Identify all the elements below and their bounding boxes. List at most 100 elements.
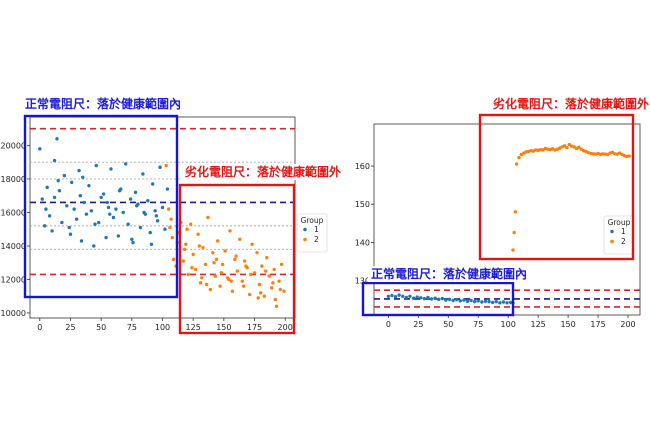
- right-point-group2-50: [627, 154, 631, 158]
- right-point-group1-23: [469, 298, 473, 303]
- left-legend-box: [296, 213, 328, 253]
- left-axes-frame: [29, 116, 296, 319]
- left-ytick-label-4: 18000: [1, 175, 26, 184]
- right-axes-frame: [373, 123, 641, 316]
- left-point-group1-11: [65, 204, 69, 208]
- left-point-group1-25: [99, 195, 103, 200]
- left-point-group2-34: [247, 292, 252, 297]
- left-ytick-label-1: 12000: [1, 275, 26, 284]
- left-point-group2-43: [269, 286, 274, 290]
- left-point-group1-19: [84, 212, 89, 216]
- left-point-group2-66: [185, 227, 189, 231]
- left-xtick-label-7: 175: [247, 323, 262, 332]
- left-point-group2-30: [238, 237, 242, 241]
- right-ytick-label-3: 160: [355, 162, 370, 171]
- highlight-box-degraded-right: [478, 113, 635, 261]
- left-point-group1-39: [133, 190, 138, 195]
- left-point-group1-45: [148, 230, 152, 235]
- right-point-group1-12: [429, 297, 434, 301]
- right-point-group2-0: [511, 248, 515, 252]
- left-point-group1-23: [94, 163, 98, 168]
- left-point-group1-49: [158, 165, 162, 169]
- right-point-group1-26: [480, 300, 484, 304]
- left-point-group2-22: [218, 284, 222, 288]
- left-point-group2-2: [169, 217, 173, 221]
- right-point-group1-7: [411, 296, 416, 300]
- left-point-group1-63: [52, 158, 57, 163]
- left-point-group2-51: [182, 247, 187, 252]
- left-point-group1-32: [116, 234, 121, 238]
- left-point-group2-48: [282, 289, 286, 293]
- right-point-group1-28: [487, 299, 491, 304]
- right-point-group2-29: [577, 145, 581, 150]
- left-point-group1-29: [109, 167, 113, 171]
- left-point-group2-65: [170, 235, 175, 240]
- left-legend-marker-1: [303, 227, 307, 232]
- left-point-group2-47: [279, 262, 284, 267]
- left-point-group1-16: [77, 168, 81, 173]
- left-xtick-label-2: 50: [96, 323, 106, 332]
- left-point-group2-69: [229, 279, 233, 283]
- left-point-group1-67: [149, 242, 154, 246]
- right-point-group2-4: [517, 155, 521, 160]
- right-point-group1-29: [490, 300, 495, 305]
- left-point-group2-59: [241, 284, 246, 288]
- left-ytick-label-2: 14000: [1, 242, 26, 251]
- left-point-group2-46: [277, 279, 281, 283]
- left-point-group1-37: [128, 197, 133, 201]
- annotation-normal-right: 正常電阻尺：落於健康範圍內: [368, 266, 531, 282]
- left-point-group1-59: [117, 189, 122, 193]
- left-point-group1-3: [45, 185, 49, 190]
- chart-right: 0 25 50 75 100 125 150 175 200 130 140 150 160 Group1…: [355, 123, 641, 329]
- left-point-group1-52: [165, 187, 170, 191]
- left-point-group2-55: [212, 261, 216, 265]
- left-point-group1-35: [123, 162, 128, 166]
- left-point-group2-15: [201, 245, 205, 250]
- right-point-group1-2: [393, 294, 398, 299]
- left-point-group1-60: [130, 237, 134, 241]
- left-point-group2-21: [216, 239, 220, 243]
- left-point-group1-27: [104, 235, 108, 240]
- right-point-group1-11: [426, 295, 430, 300]
- highlight-boxes: [23, 113, 635, 335]
- right-point-group1-3: [397, 293, 401, 297]
- right-point-group1-30: [494, 299, 498, 304]
- left-point-group2-54: [204, 282, 209, 287]
- left-point-group2-49: [168, 225, 172, 230]
- left-point-group2-70: [244, 264, 248, 268]
- highlight-box-degraded-left: [178, 183, 296, 335]
- annotation-degraded-right: 劣化電阻尺：落於健康範圍外: [490, 96, 650, 112]
- right-ytick-label-2: 150: [355, 200, 370, 209]
- right-xtick-label-3: 75: [473, 320, 483, 329]
- left-point-group2-17: [206, 215, 210, 220]
- right-point-group1-14: [437, 297, 441, 302]
- left-point-group2-11: [191, 252, 195, 257]
- right-legend-label-2: 2: [621, 237, 626, 246]
- left-point-group1-54: [56, 178, 60, 183]
- left-point-group1-58: [105, 200, 109, 205]
- left-legend-marker-2: [303, 237, 307, 242]
- left-point-group1-44: [146, 199, 150, 203]
- left-point-group1-46: [150, 182, 155, 186]
- left-point-group1-64: [78, 194, 83, 198]
- left-point-group1-21: [89, 209, 94, 213]
- left-point-group1-61: [142, 210, 146, 215]
- left-point-group1-14: [72, 207, 76, 211]
- right-point-group1-6: [408, 294, 412, 298]
- left-point-group2-32: [242, 259, 247, 263]
- right-point-group2-2: [513, 210, 518, 214]
- left-point-group1-62: [154, 214, 159, 218]
- highlight-box-normal-left: [23, 114, 179, 299]
- right-point-group1-8: [415, 295, 419, 299]
- left-point-group1-12: [67, 225, 71, 230]
- left-xtick-label-4: 100: [155, 323, 170, 332]
- left-point-group1-0: [38, 147, 42, 151]
- highlight-box-normal-right: [361, 281, 515, 317]
- left-point-group2-61: [256, 296, 260, 300]
- left-xtick-label-5: 125: [186, 323, 201, 332]
- left-point-group1-48: [155, 219, 160, 223]
- left-ytick-label-5: 20000: [1, 141, 26, 150]
- left-point-group2-38: [257, 282, 262, 287]
- left-point-group1-57: [93, 222, 97, 226]
- right-point-group1-10: [422, 296, 427, 301]
